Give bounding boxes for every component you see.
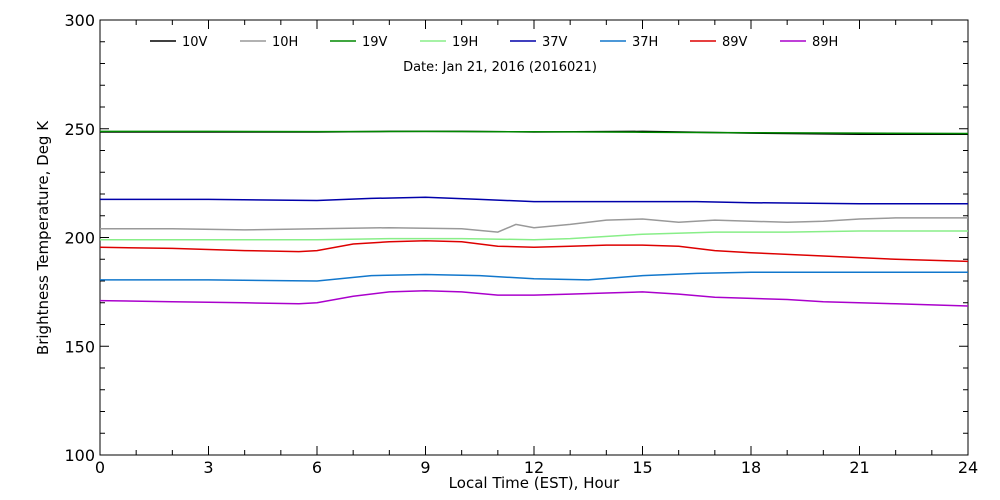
chart-subtitle: Date: Jan 21, 2016 (2016021): [403, 60, 597, 75]
y-axis-title: Brightness Temperature, Deg K: [34, 120, 52, 355]
x-tick-label: 0: [95, 458, 105, 477]
x-axis-title: Local Time (EST), Hour: [449, 474, 620, 492]
y-tick-label: 200: [64, 229, 95, 248]
series-line-37h: [100, 271, 968, 282]
legend-label-10h: 10H: [272, 35, 298, 50]
x-tick-label: 9: [420, 458, 430, 477]
legend: 10V 10H 19V 19H 37V 37H 89V 89H: [150, 35, 838, 50]
y-tick-label: 150: [64, 337, 95, 356]
series-line-10h: [100, 217, 968, 233]
legend-label-89h: 89H: [812, 35, 838, 50]
axis-ticks: 0 3 6 9 12 15 18 21 24 100 150 200 250 300: [64, 11, 978, 477]
series-line-19h: [100, 230, 968, 241]
series-line-89v: [99, 240, 969, 263]
x-tick-label: 12: [524, 458, 544, 477]
series-line-89h: [99, 290, 969, 307]
series-line-19v: [100, 130, 969, 135]
y-tick-label: 250: [64, 120, 95, 139]
series-line-37v: [100, 196, 968, 205]
plot-frame: [99, 19, 969, 456]
legend-label-10v: 10V: [182, 35, 208, 50]
legend-label-89v: 89V: [722, 35, 748, 50]
y-tick-label: 100: [64, 446, 95, 465]
series-layer: [99, 130, 969, 307]
y-tick-label: 300: [64, 11, 95, 30]
legend-label-37h: 37H: [632, 35, 658, 50]
x-tick-label: 24: [958, 458, 978, 477]
x-tick-label: 15: [632, 458, 652, 477]
legend-label-19v: 19V: [362, 35, 388, 50]
legend-label-37v: 37V: [542, 35, 568, 50]
x-tick-label: 21: [849, 458, 869, 477]
x-tick-label: 18: [741, 458, 761, 477]
legend-label-19h: 19H: [452, 35, 478, 50]
x-tick-label: 3: [203, 458, 213, 477]
x-tick-label: 6: [312, 458, 322, 477]
